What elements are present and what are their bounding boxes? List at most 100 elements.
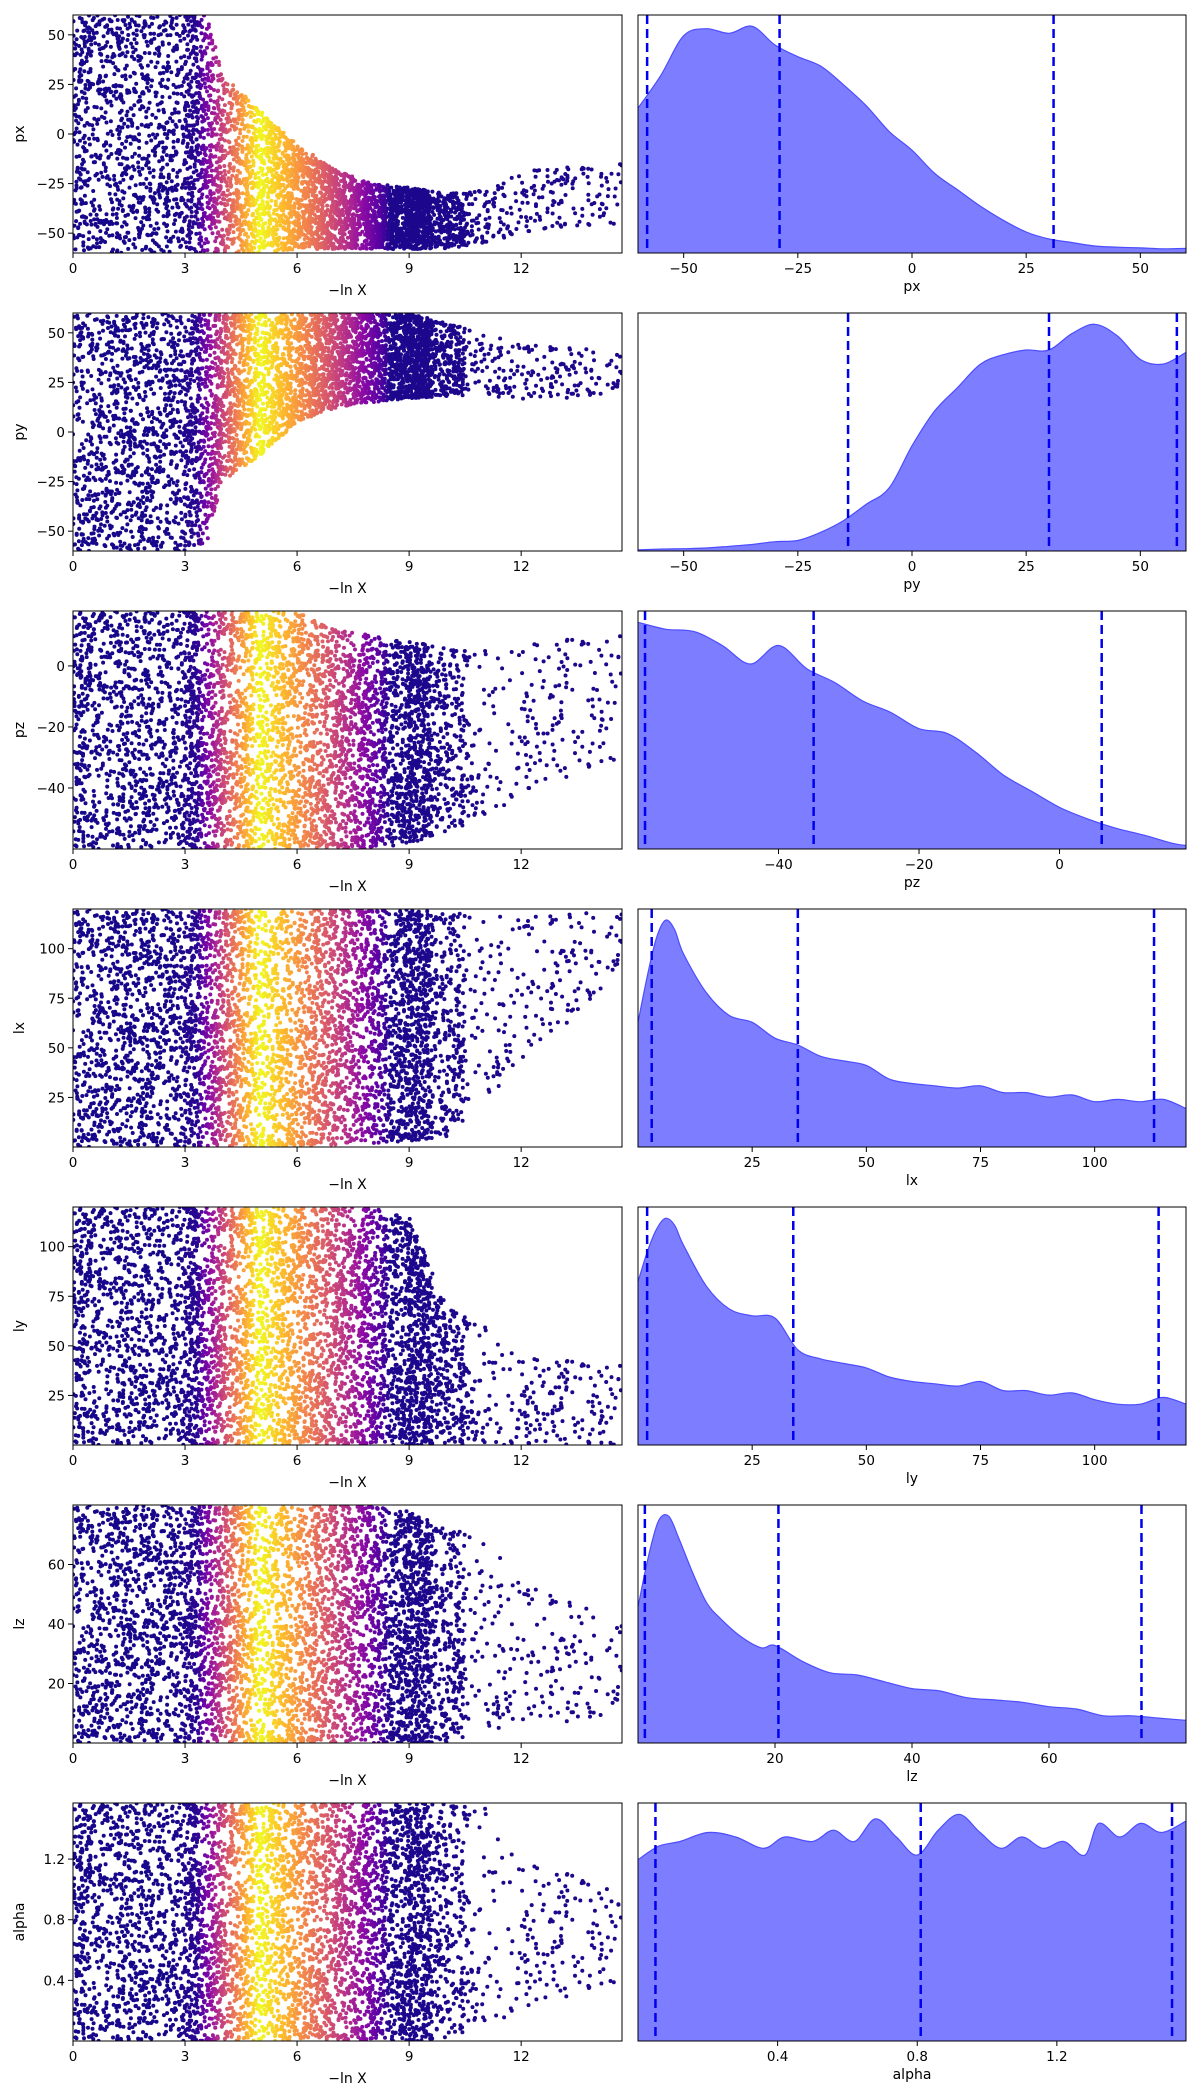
trace-point (514, 199, 519, 204)
trace-point (436, 234, 441, 239)
trace-point (143, 22, 148, 27)
trace-point (211, 154, 216, 159)
trace-point (133, 216, 138, 221)
trace-point (164, 180, 169, 185)
trace-point (254, 120, 259, 124)
trace-point (207, 69, 212, 74)
trace-point (167, 249, 172, 253)
trace-point (245, 183, 250, 188)
trace-point (611, 221, 616, 226)
trace-point (189, 214, 194, 219)
trace-point (532, 188, 537, 193)
trace-point (217, 195, 221, 200)
trace-point (144, 217, 149, 222)
trace-point (520, 180, 525, 185)
trace-point (82, 219, 87, 224)
trace-point (423, 229, 428, 233)
trace-point (73, 201, 78, 206)
trace-point (297, 156, 302, 161)
trace-point (96, 117, 101, 122)
trace-point (190, 153, 195, 158)
trace-point (120, 18, 125, 23)
trace-point (196, 80, 201, 84)
trace-point (391, 208, 396, 213)
trace-point (218, 132, 223, 137)
trace-point (210, 63, 215, 67)
trace-point (128, 141, 133, 146)
trace-point (216, 189, 221, 194)
trace-point (112, 72, 117, 77)
trace-point (357, 183, 362, 188)
trace-point (246, 104, 251, 108)
trace-point (231, 157, 236, 162)
trace-point (442, 197, 447, 202)
trace-point (436, 228, 441, 233)
trace-point (187, 206, 192, 211)
trace-point (269, 132, 273, 136)
trace-point (113, 192, 118, 197)
trace-point (243, 94, 248, 99)
trace-point (201, 72, 206, 77)
trace-point (292, 148, 297, 153)
trace-point (492, 191, 497, 196)
trace-point (215, 112, 220, 117)
trace-point (341, 194, 346, 199)
trace-point (192, 186, 197, 191)
trace-point (78, 177, 83, 182)
trace-point (366, 224, 371, 229)
trace-point (171, 128, 176, 133)
trace-point (191, 221, 196, 226)
trace-point (82, 123, 87, 128)
trace-point (216, 59, 221, 64)
trace-point (147, 206, 152, 211)
trace-point (299, 188, 304, 193)
trace-point (258, 193, 263, 198)
trace-point (85, 170, 90, 175)
trace-point (182, 134, 187, 139)
trace-point (96, 42, 101, 47)
trace-point (74, 126, 79, 131)
trace-point (207, 216, 212, 220)
trace-point (206, 78, 211, 83)
trace-point (559, 182, 564, 187)
trace-point (142, 51, 147, 55)
trace-point (179, 226, 184, 231)
trace-point (179, 55, 183, 60)
trace-point (136, 160, 141, 165)
trace-point (187, 222, 192, 227)
trace-point (152, 197, 157, 202)
trace-point (255, 211, 260, 216)
trace-point (242, 108, 247, 113)
trace-point (82, 248, 86, 253)
trace-point (231, 165, 236, 170)
trace-point (308, 220, 313, 225)
trace-point (251, 181, 256, 186)
trace-point (486, 226, 491, 230)
trace-point (531, 192, 536, 197)
trace-point (533, 174, 538, 179)
trace-point (159, 84, 164, 89)
trace-point (228, 192, 233, 197)
trace-point (323, 244, 327, 249)
trace-point (597, 207, 602, 212)
trace-point (319, 191, 324, 195)
trace-point (78, 52, 83, 57)
trace-point (426, 235, 431, 240)
trace-point (162, 146, 167, 151)
trace-point (211, 56, 216, 61)
trace-point (301, 243, 306, 248)
trace-point (524, 224, 529, 229)
trace-point (171, 139, 176, 144)
trace-point (310, 154, 315, 158)
trace-point (147, 166, 152, 171)
trace-point (149, 59, 154, 64)
trace-point (185, 141, 190, 146)
trace-point (307, 174, 311, 179)
trace-point (80, 62, 84, 67)
trace-point (249, 110, 254, 115)
trace-point (144, 140, 149, 145)
trace-point (170, 205, 175, 210)
trace-point (176, 67, 181, 72)
trace-point (157, 193, 162, 197)
trace-point (477, 213, 482, 218)
